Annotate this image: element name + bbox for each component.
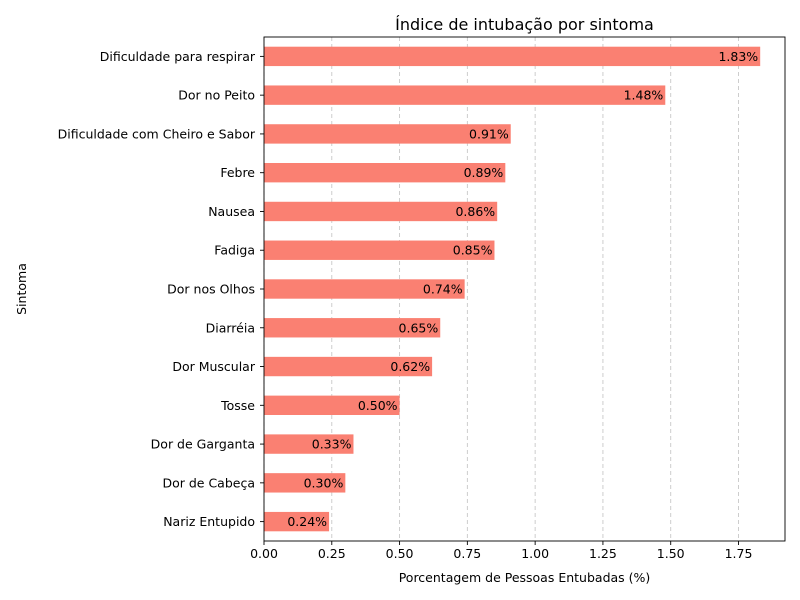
bar-value-label: 0.65% xyxy=(399,320,439,335)
bar-value-label: 0.74% xyxy=(423,282,463,297)
bar xyxy=(264,395,400,415)
y-tick-label: Nausea xyxy=(208,204,255,219)
bar xyxy=(264,356,433,377)
bar-value-label: 0.89% xyxy=(464,165,504,180)
x-tick-label: 1.25 xyxy=(589,546,617,561)
bar-value-label: 0.85% xyxy=(453,243,493,258)
x-tick-label: 1.75 xyxy=(725,546,753,561)
x-tick-label: 1.50 xyxy=(657,546,685,561)
chart-title: Índice de intubação por sintoma xyxy=(395,15,654,34)
y-axis-label: Sintoma xyxy=(14,263,29,315)
x-tick-label: 0.00 xyxy=(250,546,278,561)
bar xyxy=(264,279,465,299)
bar xyxy=(264,124,511,144)
y-tick-label: Dor de Cabeça xyxy=(162,475,255,490)
bar xyxy=(264,318,441,338)
bar-value-label: 0.91% xyxy=(469,126,509,141)
axes: 0.00 0.25 0.50 0.75 1.00 1.25 1.50 1.75 Dificuld… xyxy=(58,36,786,561)
bar xyxy=(264,201,498,222)
bar xyxy=(264,85,666,105)
x-tick-label: 0.50 xyxy=(386,546,414,561)
bar-value-label: 0.50% xyxy=(358,398,398,413)
bar-value-label: 0.24% xyxy=(287,514,327,529)
y-tick-label: Febre xyxy=(220,165,255,180)
x-tick-label: 0.75 xyxy=(453,546,481,561)
y-tick-label: Fadiga xyxy=(214,243,255,258)
bar-value-label: 0.62% xyxy=(390,359,430,374)
bars: 1.83% 1.48% 0.91% 0.89% 0.86% 0.85% 0.74% 0.65%… xyxy=(264,46,761,532)
bar xyxy=(264,240,495,260)
bar-value-label: 0.33% xyxy=(312,437,352,452)
bar xyxy=(264,163,506,183)
bar-value-label: 0.86% xyxy=(455,204,495,219)
bar-value-label: 0.30% xyxy=(304,475,344,490)
y-tick-label: Diarréia xyxy=(206,320,255,335)
x-tick-label: 0.25 xyxy=(318,546,346,561)
plot-frame xyxy=(263,36,786,542)
y-tick-label: Dificuldade com Cheiro e Sabor xyxy=(58,126,256,141)
x-tick-label: 1.00 xyxy=(521,546,549,561)
bar-value-label: 1.48% xyxy=(624,88,664,103)
y-tick-label: Dor Muscular xyxy=(172,359,256,374)
y-tick-label: Nariz Entupido xyxy=(163,514,255,529)
bar-value-label: 1.83% xyxy=(718,49,758,64)
y-tick-label: Dificuldade para respirar xyxy=(100,49,256,64)
bar xyxy=(264,511,330,532)
y-tick-label: Tosse xyxy=(220,398,255,413)
bar xyxy=(264,46,761,67)
y-tick-label: Dor nos Olhos xyxy=(167,282,255,297)
bar xyxy=(264,434,354,454)
y-tick-label: Dor de Garganta xyxy=(151,437,255,452)
y-tick-label: Dor no Peito xyxy=(178,88,255,103)
x-axis-label: Porcentagem de Pessoas Entubadas (%) xyxy=(399,570,651,585)
bar xyxy=(264,473,346,493)
